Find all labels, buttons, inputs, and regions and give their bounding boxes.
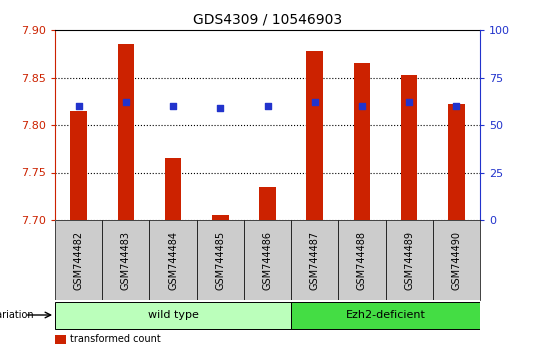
Bar bbox=[55, 220, 102, 300]
Bar bbox=[291, 220, 339, 300]
Text: GSM744486: GSM744486 bbox=[262, 230, 273, 290]
Point bbox=[122, 99, 130, 105]
Title: GDS4309 / 10546903: GDS4309 / 10546903 bbox=[193, 12, 342, 26]
Bar bbox=[401, 75, 417, 220]
Point bbox=[263, 103, 272, 109]
Bar bbox=[70, 111, 87, 220]
Bar bbox=[55, 335, 66, 344]
Text: GSM744490: GSM744490 bbox=[451, 230, 461, 290]
Text: GSM744489: GSM744489 bbox=[404, 230, 414, 290]
Bar bbox=[165, 158, 181, 220]
Bar bbox=[448, 104, 464, 220]
Bar bbox=[259, 187, 276, 220]
Text: GSM744483: GSM744483 bbox=[121, 230, 131, 290]
Bar bbox=[197, 220, 244, 300]
Point bbox=[357, 103, 366, 109]
Text: GSM744484: GSM744484 bbox=[168, 230, 178, 290]
Text: genotype/variation: genotype/variation bbox=[0, 310, 34, 320]
Point bbox=[168, 103, 177, 109]
Bar bbox=[150, 220, 197, 300]
Bar bbox=[212, 215, 228, 220]
Text: transformed count: transformed count bbox=[70, 334, 160, 344]
Point bbox=[405, 99, 414, 105]
Bar bbox=[55, 302, 291, 329]
Point bbox=[75, 103, 83, 109]
Text: wild type: wild type bbox=[147, 310, 199, 320]
Text: GSM744482: GSM744482 bbox=[73, 230, 84, 290]
Bar bbox=[244, 220, 291, 300]
Point bbox=[216, 105, 225, 111]
Point bbox=[452, 103, 461, 109]
Bar bbox=[433, 220, 480, 300]
Point bbox=[310, 99, 319, 105]
Bar bbox=[354, 63, 370, 220]
Bar bbox=[102, 220, 150, 300]
Bar bbox=[118, 44, 134, 220]
Bar bbox=[291, 302, 480, 329]
Bar bbox=[307, 51, 323, 220]
Text: GSM744485: GSM744485 bbox=[215, 230, 225, 290]
Text: Ezh2-deficient: Ezh2-deficient bbox=[346, 310, 426, 320]
Bar bbox=[339, 220, 386, 300]
Text: GSM744487: GSM744487 bbox=[310, 230, 320, 290]
Bar bbox=[386, 220, 433, 300]
Text: GSM744488: GSM744488 bbox=[357, 230, 367, 290]
